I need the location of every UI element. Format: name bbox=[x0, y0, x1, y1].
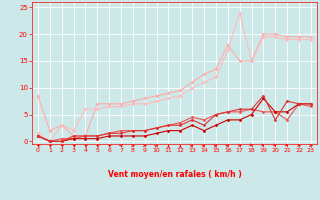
X-axis label: Vent moyen/en rafales ( km/h ): Vent moyen/en rafales ( km/h ) bbox=[108, 170, 241, 179]
